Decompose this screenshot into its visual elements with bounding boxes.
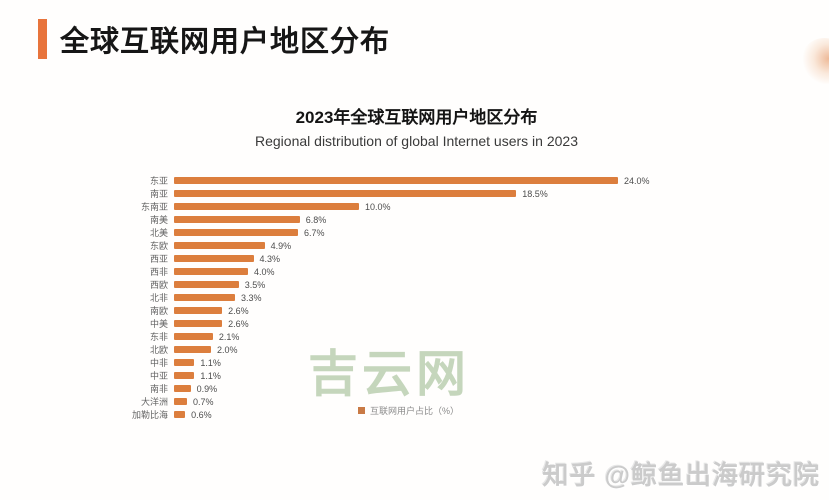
chart-subtitle: Regional distribution of global Internet… bbox=[255, 133, 578, 149]
category-label: 南欧 bbox=[149, 306, 168, 316]
chart-row: 南亚 18.5% bbox=[124, 187, 709, 200]
chart-row: 南美 6.8% bbox=[124, 213, 709, 226]
corner-glow-decoration bbox=[801, 38, 829, 84]
bar bbox=[174, 255, 254, 262]
chart-row: 中非 1.1% bbox=[124, 356, 709, 369]
category-label: 东非 bbox=[149, 332, 168, 342]
bar bbox=[174, 333, 213, 340]
category-label: 南非 bbox=[149, 384, 168, 394]
category-label: 中非 bbox=[149, 358, 168, 368]
value-label: 0.7% bbox=[192, 396, 214, 407]
value-label: 6.8% bbox=[305, 214, 327, 225]
value-label: 4.0% bbox=[254, 266, 275, 277]
category-label: 西欧 bbox=[149, 280, 168, 290]
bar bbox=[174, 203, 359, 210]
value-label: 2.6% bbox=[228, 305, 249, 316]
bar bbox=[174, 242, 265, 249]
value-label: 2.0% bbox=[217, 344, 238, 355]
bar bbox=[174, 346, 211, 353]
value-label: 18.5% bbox=[522, 188, 548, 199]
chart-row: 西非 4.0% bbox=[124, 265, 709, 278]
category-label: 中亚 bbox=[149, 371, 168, 381]
value-label: 10.0% bbox=[365, 201, 391, 212]
chart-title: 2023年全球互联网用户地区分布 bbox=[295, 108, 538, 127]
chart-rows: 东亚 24.0% 南亚 18.5% 东南亚 10.0% 南美 6.8% 北美 6.7% 东欧 4.9%… bbox=[124, 174, 709, 421]
legend-label: 互联网用户占比（%） bbox=[370, 406, 460, 416]
category-label: 南亚 bbox=[149, 189, 168, 199]
value-label: 6.7% bbox=[303, 227, 325, 238]
chart-row: 加勒比海 0.6% bbox=[124, 408, 709, 421]
value-label: 3.5% bbox=[244, 279, 266, 290]
chart-row: 中亚 1.1% bbox=[124, 369, 709, 382]
value-label: 3.3% bbox=[241, 292, 262, 303]
value-label: 0.9% bbox=[196, 383, 218, 394]
bar bbox=[174, 177, 618, 184]
chart-row: 北欧 2.0% bbox=[124, 343, 709, 356]
chart-row: 大洋洲 0.7% bbox=[124, 395, 709, 408]
bar bbox=[174, 385, 191, 392]
chart-legend: 互联网用户占比（%） bbox=[358, 404, 459, 417]
legend-swatch-icon bbox=[358, 407, 365, 414]
value-label: 2.6% bbox=[228, 318, 249, 329]
bar bbox=[174, 320, 223, 327]
category-label: 西亚 bbox=[149, 254, 168, 264]
bar bbox=[174, 216, 300, 223]
bar bbox=[174, 268, 248, 275]
chart-row: 西欧 3.5% bbox=[124, 278, 709, 291]
chart-row: 中美 2.6% bbox=[124, 317, 709, 330]
bar bbox=[174, 411, 186, 418]
bar bbox=[174, 372, 195, 379]
page-header: 全球互联网用户地区分布 bbox=[38, 18, 390, 60]
value-label: 1.1% bbox=[200, 370, 221, 381]
value-label: 1.1% bbox=[200, 357, 221, 368]
category-label: 西非 bbox=[149, 267, 168, 277]
chart-row: 北美 6.7% bbox=[124, 226, 709, 239]
bar bbox=[174, 307, 223, 314]
category-label: 中美 bbox=[149, 319, 168, 329]
chart-row: 东欧 4.9% bbox=[124, 239, 709, 252]
category-label: 南美 bbox=[149, 215, 168, 225]
chart-row: 东亚 24.0% bbox=[124, 174, 709, 187]
page-title: 全球互联网用户地区分布 bbox=[60, 26, 391, 58]
category-label: 北美 bbox=[149, 228, 168, 238]
chart-row: 南非 0.9% bbox=[124, 382, 709, 395]
value-label: 2.1% bbox=[218, 331, 240, 342]
value-label: 0.6% bbox=[191, 409, 212, 420]
category-label: 大洋洲 bbox=[140, 397, 168, 407]
category-label: 北非 bbox=[149, 293, 168, 303]
chart-row: 东南亚 10.0% bbox=[124, 200, 709, 213]
chart-row: 东非 2.1% bbox=[124, 330, 709, 343]
bar bbox=[174, 281, 239, 288]
chart-row: 南欧 2.6% bbox=[124, 304, 709, 317]
value-label: 24.0% bbox=[624, 175, 650, 186]
title-accent-bar bbox=[38, 19, 47, 59]
bar bbox=[174, 359, 195, 366]
category-label: 加勒比海 bbox=[131, 410, 168, 420]
category-label: 北欧 bbox=[149, 345, 168, 355]
bar bbox=[174, 398, 187, 405]
chart-row: 西亚 4.3% bbox=[124, 252, 709, 265]
bar bbox=[174, 190, 517, 197]
bar bbox=[174, 294, 236, 301]
category-label: 东亚 bbox=[149, 176, 168, 186]
chart-row: 北非 3.3% bbox=[124, 291, 709, 304]
watermark-zhihu-credit: 知乎 @鲸鱼出海研究院 bbox=[542, 460, 820, 490]
value-label: 4.9% bbox=[270, 240, 292, 251]
category-label: 东欧 bbox=[149, 241, 168, 251]
value-label: 4.3% bbox=[259, 253, 281, 264]
bar-chart: 2023年全球互联网用户地区分布 Regional distribution o… bbox=[124, 106, 709, 421]
category-label: 东南亚 bbox=[140, 202, 168, 212]
bar bbox=[174, 229, 298, 236]
